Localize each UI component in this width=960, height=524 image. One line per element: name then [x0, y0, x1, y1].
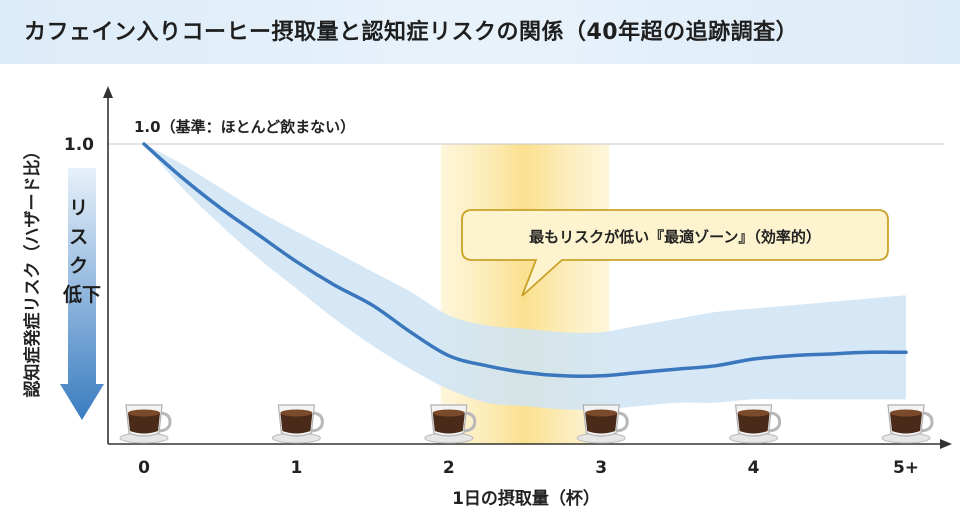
- coffee-cups: [119, 404, 934, 444]
- coffee-cup-icon: [576, 404, 629, 444]
- risk-arrow-label: リ ス ク 低下: [62, 197, 101, 306]
- callout: 最もリスクが低い『最適ゾーン』（効率的）: [461, 209, 889, 297]
- title-band: [0, 0, 960, 64]
- x-tick-label: 5+: [893, 458, 919, 478]
- baseline-annotation: 1.0（基準：ほとんど飲まない）: [134, 118, 355, 136]
- x-axis-arrowhead: [940, 439, 952, 449]
- y-tick-group: 1.0: [64, 135, 94, 155]
- risk-line: [142, 142, 908, 378]
- risk-arrow-shape: [60, 168, 104, 420]
- coffee-cup-icon: [881, 404, 934, 444]
- coffee-cup-icon: [424, 404, 477, 444]
- x-tick-label: 0: [138, 458, 150, 478]
- x-axis-label: 1日の摂取量（杯）: [452, 488, 600, 509]
- coffee-cup-icon: [119, 404, 172, 444]
- coffee-cup-icon: [729, 404, 782, 444]
- y-axis-label: 認知症発症リスク（ハザード比）: [22, 143, 43, 398]
- y-tick-label: 1.0: [64, 135, 94, 155]
- x-tick-group: 0 1 2 3 4 5+: [138, 458, 919, 478]
- x-tick-label: 1: [290, 458, 302, 478]
- x-tick-label: 3: [595, 458, 607, 478]
- coffee-cup-icon: [271, 404, 324, 444]
- chart-title: カフェイン入りコーヒー摂取量と認知症リスクの関係（40年超の追跡調査）: [24, 20, 799, 45]
- callout-bubble: [461, 209, 889, 297]
- x-tick-label: 2: [443, 458, 455, 478]
- risk-arrow: リ ス ク 低下: [60, 168, 104, 420]
- y-axis-arrowhead: [103, 86, 113, 98]
- confidence-band: [144, 144, 906, 410]
- callout-text: 最もリスクが低い『最適ゾーン』（効率的）: [529, 228, 821, 246]
- x-tick-label: 4: [748, 458, 760, 478]
